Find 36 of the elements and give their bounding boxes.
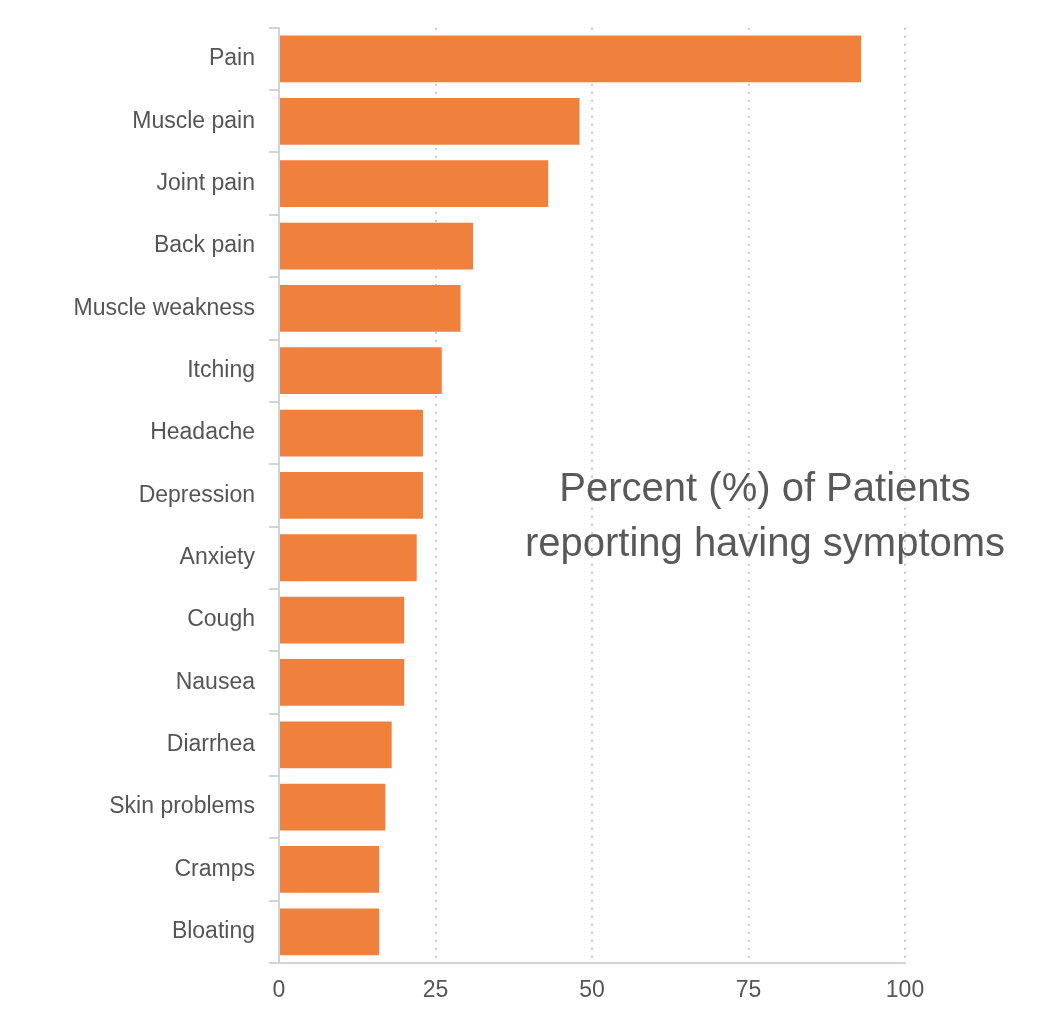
y-tick-label: Skin problems xyxy=(109,792,255,819)
x-tick-label: 75 xyxy=(735,976,762,1003)
bar xyxy=(280,409,423,457)
bar xyxy=(280,534,417,582)
bar xyxy=(280,783,386,831)
y-tick-label: Headache xyxy=(150,418,255,445)
bar xyxy=(280,284,461,332)
bar xyxy=(280,659,405,706)
y-tick-label: Depression xyxy=(138,480,255,507)
y-tick-label: Pain xyxy=(208,44,255,71)
y-tick-label: Cough xyxy=(187,605,255,632)
x-tick-label: 0 xyxy=(272,976,286,1003)
y-tick-label: Muscle weakness xyxy=(73,293,255,320)
x-axis-title: Percent (%) of Patients reporting having symptoms xyxy=(524,465,1006,565)
y-tick-label: Back pain xyxy=(153,231,255,258)
y-tick-label: Anxiety xyxy=(179,543,256,570)
bar xyxy=(280,222,474,270)
bar xyxy=(280,908,380,956)
bar xyxy=(280,35,862,83)
x-tick-label: 25 xyxy=(422,976,449,1003)
y-tick-label: Diarrhea xyxy=(166,730,256,757)
x-tick-label: 100 xyxy=(885,976,925,1003)
bar xyxy=(280,721,392,769)
bar xyxy=(280,97,580,145)
y-tick-label: Itching xyxy=(187,356,255,383)
bar xyxy=(280,160,549,208)
bar xyxy=(280,596,405,644)
y-tick-label: Cramps xyxy=(174,854,255,881)
bar xyxy=(280,347,442,395)
bar xyxy=(280,846,380,893)
y-tick-label: Nausea xyxy=(175,667,256,694)
bar xyxy=(280,472,423,519)
y-tick-label: Muscle pain xyxy=(132,106,255,133)
x-tick-label: 50 xyxy=(579,976,605,1003)
y-tick-label: Bloating xyxy=(171,917,255,944)
y-tick-label: Joint pain xyxy=(156,169,255,196)
